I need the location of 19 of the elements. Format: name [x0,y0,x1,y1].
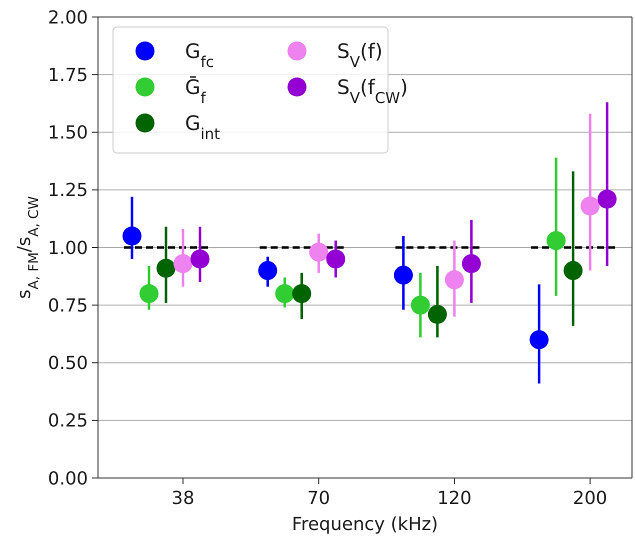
y-tick-label: 2.00 [48,7,88,28]
y-tick-label: 1.00 [48,238,88,259]
y-tick-label: 1.75 [48,64,88,86]
legend-label: G$_{int}$ [185,111,220,143]
y-tick-label: 1.25 [48,180,88,202]
x-tick-label: 70 [307,488,330,509]
legend-label: S$_{V}$(f$_{CW}$) [337,75,408,107]
y-tick-label: 0.75 [48,295,88,316]
x-tick-label: 120 [437,488,472,509]
legend-label: G$_{fc}$ [185,39,214,71]
y-tick-label: 0.25 [48,410,88,432]
legend-label: Ḡ$_{f}$ [185,75,206,107]
x-tick-label: 200 [572,488,608,509]
x-tick-label: 38 [172,488,194,509]
x-axis-title: Frequency (kHz) [292,514,438,535]
y-tick-label: 0.50 [48,353,88,374]
legend-label: S$_{V}$(f) [337,39,383,71]
y-tick-label: 1.50 [48,122,88,144]
y-tick-label: 0.00 [48,468,88,490]
